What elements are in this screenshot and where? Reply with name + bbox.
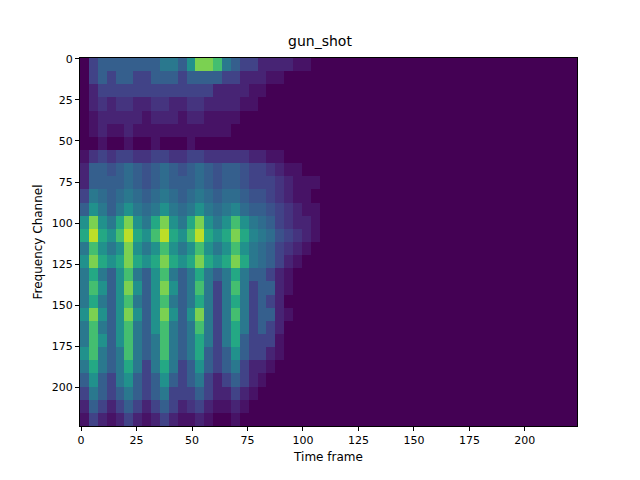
svg-text:25: 25 [59, 94, 73, 107]
svg-text:0: 0 [78, 434, 85, 447]
svg-text:200: 200 [52, 381, 73, 394]
svg-text:75: 75 [59, 176, 73, 189]
svg-text:0: 0 [66, 53, 73, 66]
svg-text:175: 175 [52, 340, 73, 353]
svg-text:gun_shot: gun_shot [288, 33, 352, 49]
svg-text:150: 150 [52, 299, 73, 312]
svg-text:Time frame: Time frame [293, 450, 363, 464]
svg-text:125: 125 [348, 434, 369, 447]
svg-text:100: 100 [292, 434, 313, 447]
svg-text:100: 100 [52, 217, 73, 230]
svg-text:75: 75 [241, 434, 255, 447]
svg-text:200: 200 [514, 434, 535, 447]
svg-text:Frequency Channel: Frequency Channel [31, 184, 45, 299]
svg-text:175: 175 [459, 434, 480, 447]
svg-text:125: 125 [52, 258, 73, 271]
svg-text:25: 25 [130, 434, 144, 447]
svg-text:50: 50 [59, 135, 73, 148]
svg-text:50: 50 [185, 434, 199, 447]
svg-text:150: 150 [403, 434, 424, 447]
